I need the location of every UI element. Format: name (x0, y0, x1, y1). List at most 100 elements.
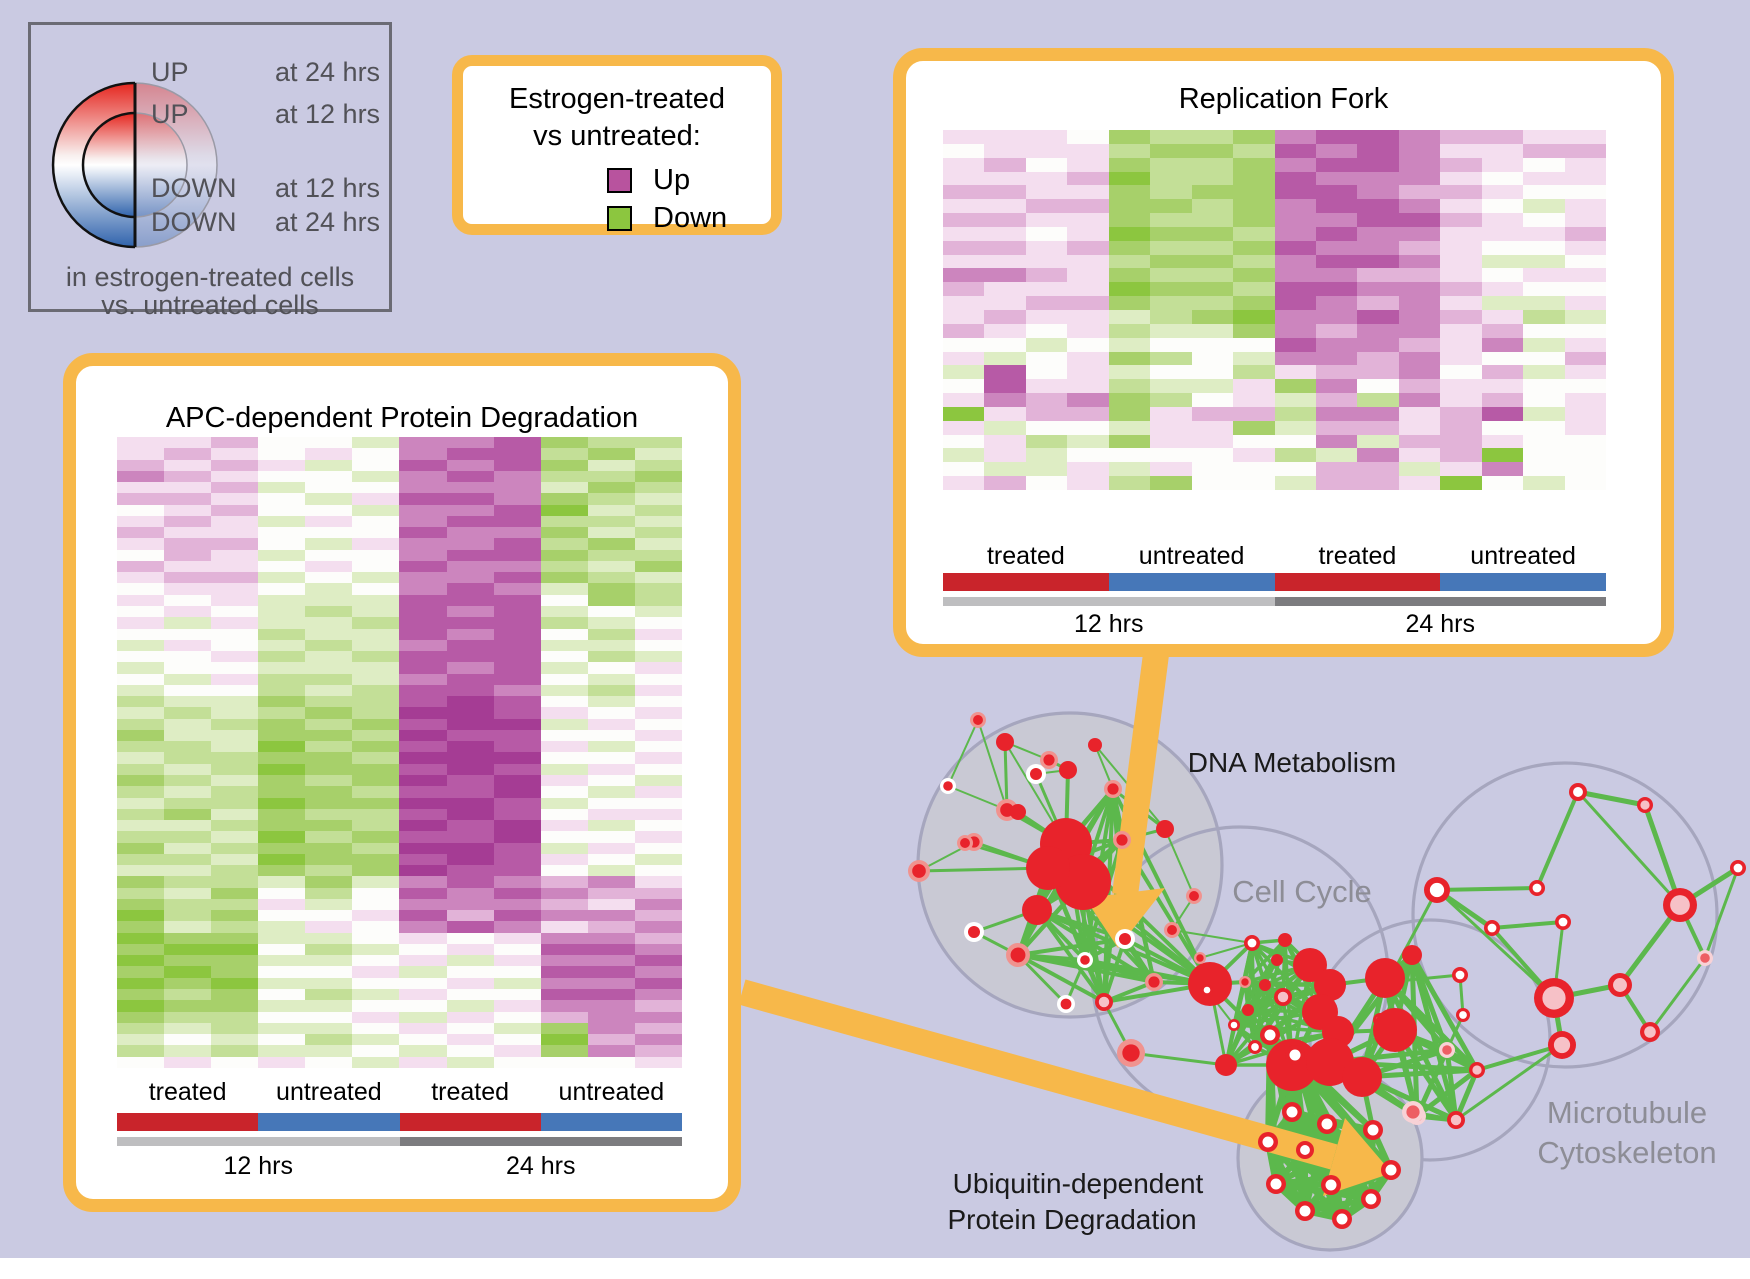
heatmap-cell (1274, 213, 1316, 227)
network-edge (1171, 929, 1253, 944)
heatmap-cell (258, 1000, 306, 1012)
heatmap-cell (399, 696, 447, 708)
heatmap-cell (211, 1011, 259, 1023)
heatmap-cell (540, 752, 588, 764)
heatmap-cell (1357, 309, 1399, 324)
heatmap-cell (164, 842, 212, 854)
heatmap-cell (634, 1022, 682, 1035)
heatmap-cell (446, 876, 494, 888)
heatmap-cell (399, 448, 447, 460)
heatmap-cell (587, 504, 635, 516)
heatmap-cell (540, 437, 588, 449)
heatmap-cell (1481, 157, 1524, 172)
heatmap-cell (211, 549, 259, 561)
heatmap-cell (1150, 406, 1192, 421)
network-node (1321, 1118, 1333, 1130)
heatmap-cell (211, 696, 259, 708)
heatmap-cell (1274, 199, 1316, 214)
heatmap-row (117, 910, 682, 922)
network-node (1030, 768, 1042, 780)
heatmap-cell (493, 831, 541, 843)
heatmap-row (943, 268, 1606, 283)
heatmap-cell (258, 560, 306, 573)
heatmap-cell (587, 797, 635, 809)
heatmap-cell (1564, 462, 1606, 477)
heatmap-cell (587, 966, 635, 978)
network-edge (1491, 920, 1564, 930)
heatmap-cell (1440, 420, 1482, 435)
heatmap-cell (164, 628, 212, 640)
network-node (1455, 970, 1465, 980)
network-node (1733, 863, 1743, 873)
heatmap-cell (1481, 143, 1524, 158)
heatmap-cell (399, 583, 447, 595)
heatmap-cell (305, 876, 353, 888)
heatmap-cell (1315, 130, 1358, 144)
heatmap-cell (943, 351, 985, 366)
heatmap-cell (1025, 185, 1068, 200)
heatmap-cell (258, 673, 306, 685)
heatmap-cell (1274, 226, 1316, 241)
heatmap-cell (211, 628, 259, 640)
heatmap-row (943, 213, 1606, 227)
heatmap-cell (352, 842, 400, 854)
heatmap-cell (305, 943, 353, 956)
heatmap-cell (1233, 199, 1275, 214)
heatmap-cell (1481, 171, 1524, 186)
network-edge (1476, 1043, 1563, 1072)
network-node (1365, 958, 1405, 998)
heatmap-cell (1108, 143, 1151, 158)
heatmap-cell (1523, 282, 1565, 297)
heatmap-cell (211, 943, 259, 956)
heatmap-cell (540, 741, 588, 753)
heatmap-cell (493, 493, 541, 505)
heatmap-cell (1357, 240, 1399, 255)
cluster-label: Ubiquitin-dependent (952, 1167, 1204, 1199)
heatmap-cell (634, 549, 682, 561)
heatmap-cell (164, 696, 212, 708)
heatmap-cell (634, 966, 682, 978)
heatmap-row (943, 393, 1606, 407)
heatmap-cell (1564, 434, 1606, 449)
heatmap-row (943, 379, 1606, 394)
heatmap-cell (587, 1034, 635, 1046)
heatmap-cell (1481, 323, 1524, 338)
heatmap-cell (164, 605, 212, 618)
heatmap-cell (634, 1056, 682, 1068)
heatmap-cell (984, 185, 1026, 200)
heatmap-cell (634, 887, 682, 899)
heatmap-cell (352, 955, 400, 967)
heatmap-cell (1398, 282, 1441, 297)
heatmap-cell (305, 515, 353, 528)
heatmap-cell (493, 538, 541, 550)
heatmap-row (117, 808, 682, 821)
heatmap-cell (634, 437, 682, 449)
heatmap-cell (1025, 171, 1068, 186)
heatmap-cell (540, 955, 588, 967)
heatmap-cell (634, 572, 682, 584)
heatmap-cell (164, 752, 212, 764)
heatmap-cell (117, 560, 165, 573)
heatmap-cell (1067, 226, 1109, 241)
rf-panel-title: Replication Fork (1178, 83, 1389, 115)
heatmap-cell (446, 437, 494, 449)
heatmap-cell (634, 628, 682, 640)
heatmap-cell (493, 910, 541, 922)
heatmap-cell (399, 1056, 447, 1068)
heatmap-cell (984, 434, 1026, 449)
heatmap-cell (493, 932, 541, 944)
heatmap-cell (399, 594, 447, 606)
network-edge (1253, 996, 1285, 1048)
heatmap-cell (1274, 296, 1316, 310)
heatmap-cell (258, 921, 306, 933)
heatmap-cell (1481, 351, 1524, 366)
heatmap-row (943, 476, 1606, 490)
heatmap-cell (1481, 406, 1524, 421)
heatmap-cell (1233, 448, 1275, 463)
heatmap-cell (164, 774, 212, 787)
heatmap-row (943, 143, 1606, 158)
heatmap-cell (1025, 406, 1068, 421)
connector-arrow-head (1085, 888, 1165, 948)
heatmap-cell (211, 887, 259, 899)
cluster-label: Microtubule (1546, 1094, 1708, 1130)
